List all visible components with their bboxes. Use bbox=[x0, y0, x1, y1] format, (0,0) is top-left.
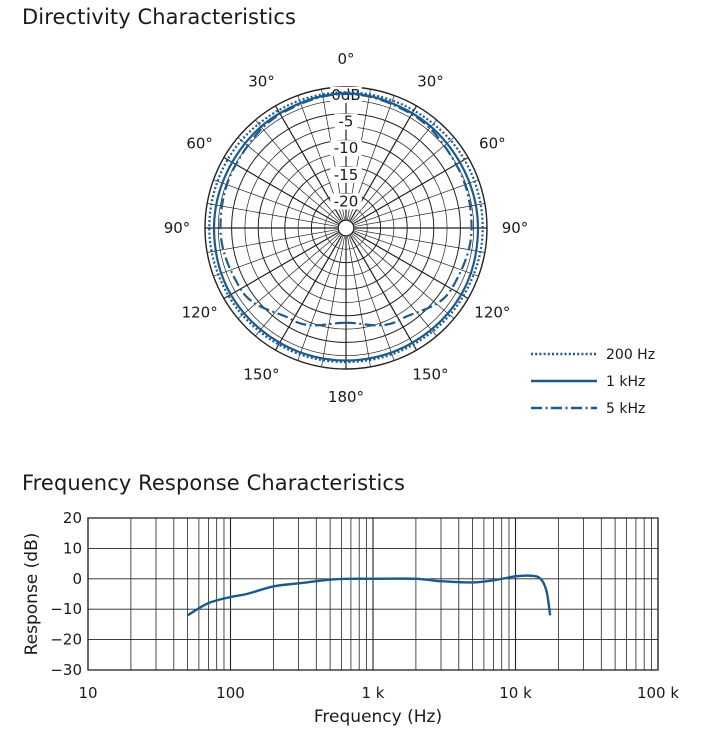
polar-spoke bbox=[351, 234, 437, 337]
y-tick-label: 0 bbox=[72, 570, 82, 588]
polar-spoke bbox=[297, 236, 344, 361]
polar-spoke bbox=[353, 156, 469, 225]
polar-spoke bbox=[347, 236, 371, 367]
polar-spoke bbox=[213, 179, 338, 226]
frequency-response-title: Frequency Response Characteristics bbox=[22, 471, 406, 495]
freq-frame bbox=[87, 517, 659, 671]
y-tick-label: −10 bbox=[50, 600, 82, 618]
y-axis-label: Response (dB) bbox=[22, 533, 42, 656]
frequency-response-curve bbox=[186, 574, 552, 617]
polar-spoke bbox=[351, 119, 437, 222]
polar-angle-label: 60° bbox=[186, 135, 213, 153]
polar-center bbox=[337, 219, 355, 237]
polar-angle-label: 0° bbox=[337, 50, 354, 68]
polar-spoke bbox=[354, 230, 479, 277]
polar-tick-label-bg bbox=[330, 140, 362, 157]
polar-spoke bbox=[223, 231, 339, 300]
legend-label: 5 kHz bbox=[606, 401, 645, 417]
polar-angle-label: 30° bbox=[417, 73, 444, 91]
x-tick-label: 1 k bbox=[362, 684, 385, 702]
polar-spoke bbox=[223, 156, 339, 225]
polar-spoke bbox=[354, 229, 485, 253]
polar-angle-label: 90° bbox=[164, 219, 191, 237]
polar-spoke bbox=[255, 234, 341, 337]
polar-spoke bbox=[352, 233, 455, 319]
polar-chart: 0dB-5-10-15-200°30°30°60°60°90°90°120°12… bbox=[164, 50, 529, 406]
polar-angle-label: 180° bbox=[328, 388, 364, 406]
x-axis-label: Frequency (Hz) bbox=[314, 707, 442, 727]
legend-label: 200 Hz bbox=[606, 347, 655, 363]
polar-angle-label: 150° bbox=[412, 365, 448, 383]
x-tick-label: 10 bbox=[78, 684, 97, 702]
polar-spoke bbox=[255, 119, 341, 222]
y-tick-label: 20 bbox=[63, 509, 82, 527]
polar-angle-label: 60° bbox=[479, 135, 506, 153]
x-tick-label: 100 k bbox=[637, 684, 679, 702]
polar-spoke bbox=[207, 229, 338, 253]
polar-tick-label-bg bbox=[334, 113, 358, 130]
polar-angle-label: 120° bbox=[182, 304, 218, 322]
polar-spoke bbox=[354, 179, 479, 226]
polar-angle-label: 90° bbox=[502, 219, 529, 237]
polar-spoke bbox=[354, 203, 485, 227]
polar-angle-label: 150° bbox=[243, 365, 279, 383]
polar-tick-label: -15 bbox=[334, 166, 359, 184]
y-tick-label: −20 bbox=[50, 631, 82, 649]
polar-spoke bbox=[237, 137, 340, 223]
polar-tick-label: -10 bbox=[334, 139, 359, 157]
directivity-title: Directivity Characteristics bbox=[22, 5, 297, 29]
polar-spoke bbox=[237, 233, 340, 319]
y-tick-label: 10 bbox=[63, 539, 82, 557]
polar-spoke bbox=[207, 203, 338, 227]
x-tick-label: 10 k bbox=[499, 684, 532, 702]
polar-spoke bbox=[348, 236, 395, 361]
polar-spoke bbox=[274, 235, 343, 351]
polar-tick-label-bg bbox=[330, 193, 362, 210]
polar-spoke bbox=[353, 231, 469, 300]
x-tick-label: 100 bbox=[216, 684, 245, 702]
polar-tick-label: -5 bbox=[339, 113, 354, 131]
polar-angle-label: 30° bbox=[248, 73, 275, 91]
polar-series-5-khz bbox=[219, 92, 473, 327]
polar-spoke bbox=[321, 236, 345, 367]
polar-angle-label: 120° bbox=[474, 304, 510, 322]
polar-series-200-hz bbox=[208, 91, 484, 364]
polar-tick-label-bg bbox=[330, 166, 362, 183]
y-tick-label: −30 bbox=[50, 661, 82, 679]
polar-tick-label: -20 bbox=[334, 192, 359, 210]
polar-spoke bbox=[349, 235, 418, 351]
polar-spoke bbox=[352, 137, 455, 223]
polar-spoke bbox=[213, 230, 338, 277]
polar-legend: 200 Hz 1 kHz 5 kHz bbox=[531, 347, 655, 417]
legend-label: 1 kHz bbox=[606, 374, 645, 390]
